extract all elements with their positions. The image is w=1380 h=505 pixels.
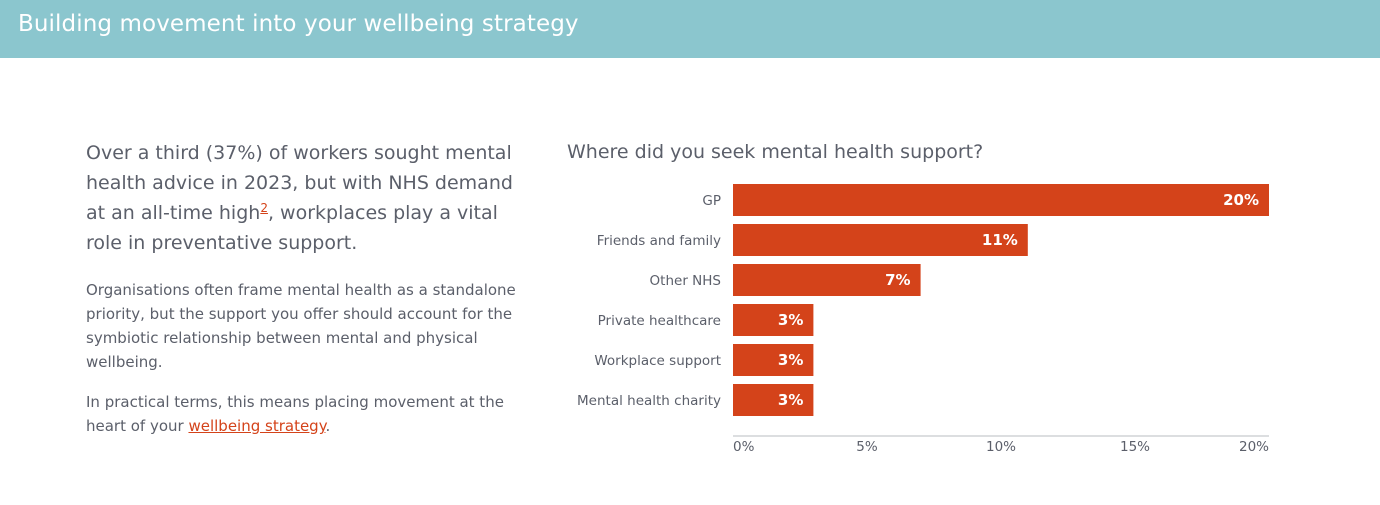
page-title: Building movement into your wellbeing st… (18, 11, 579, 37)
chart-title: Where did you seek mental health support… (567, 141, 984, 163)
bar (733, 344, 814, 376)
category-label: Mental health charity (577, 393, 721, 409)
data-label: 7% (885, 271, 910, 289)
footnote-ref-link[interactable]: 2 (260, 201, 268, 215)
para2-text-after: . (325, 417, 331, 435)
bar (733, 224, 1028, 256)
header-banner: Building movement into your wellbeing st… (0, 0, 1380, 58)
bar (733, 384, 814, 416)
category-label: Other NHS (650, 273, 721, 289)
data-label: 3% (778, 391, 803, 409)
bar (733, 184, 1269, 216)
body-paragraph-2: In practical terms, this means placing m… (86, 390, 526, 438)
para2-text-before: In practical terms, this means placing m… (86, 393, 504, 435)
data-label: 3% (778, 351, 803, 369)
category-label: Private healthcare (598, 313, 721, 329)
lead-paragraph: Over a third (37%) of workers sought men… (86, 138, 526, 258)
x-tick-label: 0% (733, 439, 755, 455)
bar (733, 264, 921, 296)
wellbeing-strategy-link[interactable]: wellbeing strategy (188, 417, 326, 435)
category-label: Friends and family (597, 233, 721, 249)
data-label: 11% (982, 231, 1018, 249)
x-tick-label: 20% (1239, 439, 1269, 455)
body-paragraph-1: Organisations often frame mental health … (86, 281, 516, 371)
bar (733, 304, 814, 336)
x-tick-label: 15% (1120, 439, 1150, 455)
category-label: Workplace support (594, 353, 721, 369)
intro-text: Over a third (37%) of workers sought men… (86, 138, 526, 438)
x-tick-label: 5% (856, 439, 878, 455)
lead-text-before: Over a third (37%) of workers sought men… (86, 142, 513, 224)
category-label: GP (702, 193, 721, 209)
data-label: 20% (1223, 191, 1259, 209)
x-tick-label: 10% (986, 439, 1016, 455)
data-label: 3% (778, 311, 803, 329)
lead-text-after: , workplaces play a vital role in preven… (86, 202, 498, 254)
